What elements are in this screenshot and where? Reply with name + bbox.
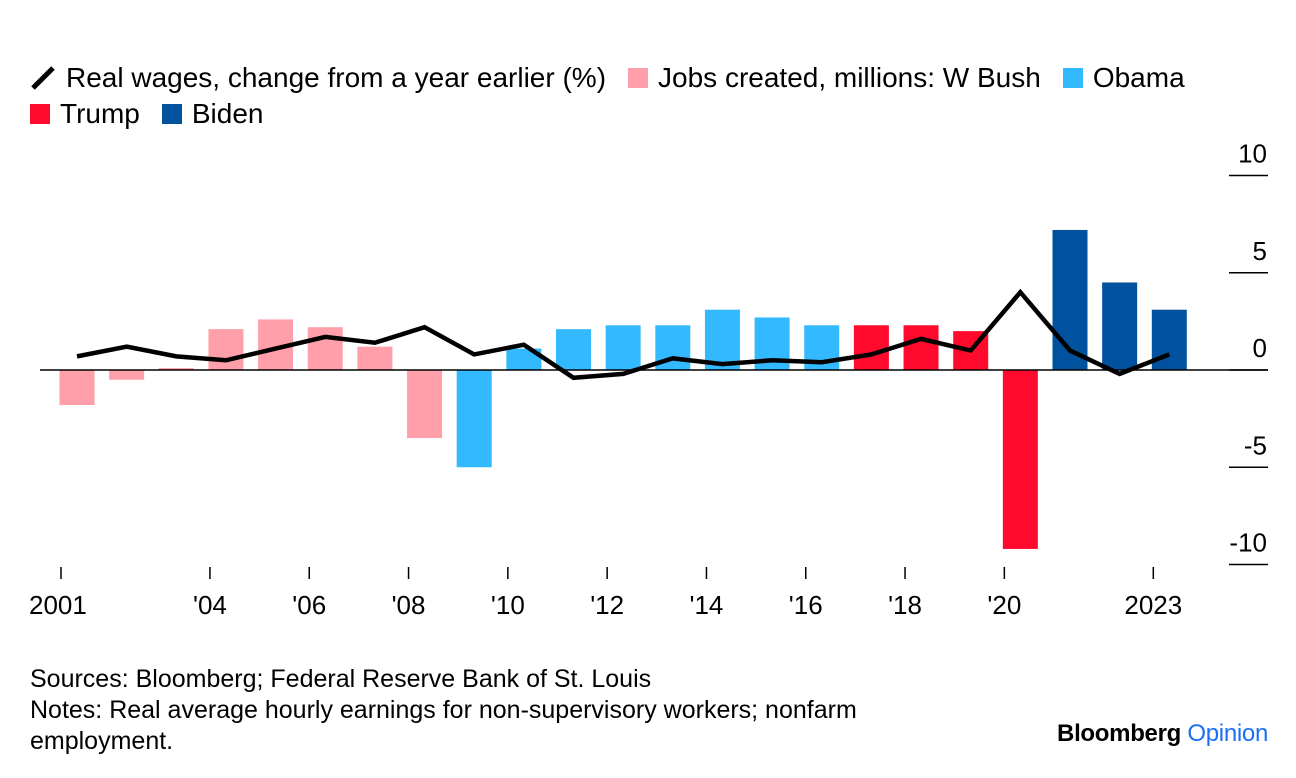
x-tick-label: '18 <box>888 590 922 620</box>
brand-logo: Bloomberg Opinion <box>1057 720 1268 748</box>
y-tick-label: 5 <box>1253 236 1267 266</box>
bar-2009 <box>456 370 492 468</box>
legend-label-bush: Jobs created, millions: W Bush <box>658 62 1041 93</box>
bar-2021 <box>1052 229 1088 370</box>
bar-2014 <box>704 309 740 370</box>
bar-2018 <box>903 325 939 370</box>
bar-2004 <box>208 329 244 370</box>
x-tick-label: 2023 <box>1124 590 1182 620</box>
legend-label-obama: Obama <box>1092 62 1185 93</box>
y-tick-label: -5 <box>1244 430 1267 460</box>
legend-item-trump: Trump <box>30 96 140 132</box>
x-tick-label: '10 <box>491 590 525 620</box>
legend-item-real-wages: Real wages, change from a year earlier (… <box>30 60 606 96</box>
legend-label-real-wages: Real wages, change from a year earlier (… <box>66 62 607 93</box>
legend-label-biden: Biden <box>191 98 264 129</box>
sources-text: Sources: Bloomberg; Federal Reserve Bank… <box>30 665 652 693</box>
bar-2008 <box>407 370 443 439</box>
y-tick-label: -10 <box>1229 528 1267 558</box>
bar-2003 <box>158 368 194 370</box>
notes-text: Notes: Real average hourly earnings for … <box>30 696 857 755</box>
bar-2012 <box>605 325 641 370</box>
legend-label-trump: Trump <box>60 98 140 129</box>
bar-2002 <box>109 370 145 380</box>
bar-2010 <box>506 348 542 370</box>
bush-swatch-icon <box>628 68 649 88</box>
bar-2020 <box>1002 370 1038 549</box>
x-tick-label: '14 <box>690 590 724 620</box>
brand-logo-part1: Bloomberg <box>1057 720 1181 747</box>
x-tick-label: 2001 <box>29 590 87 620</box>
legend-item-biden: Biden <box>161 96 264 132</box>
brand-logo-part2: Opinion <box>1187 720 1268 747</box>
x-tick-label: '12 <box>590 590 624 620</box>
legend-item-obama: Obama <box>1062 60 1185 96</box>
line-swatch-icon <box>31 66 55 90</box>
biden-swatch-icon <box>161 104 182 124</box>
bar-2006 <box>307 327 343 370</box>
y-tick-label: 10 <box>1238 139 1267 169</box>
x-tick-label: '16 <box>789 590 823 620</box>
real-wages-line <box>76 288 1171 381</box>
y-tick-label: 0 <box>1253 333 1267 363</box>
chart-footer: Sources: Bloomberg; Federal Reserve Bank… <box>30 664 970 757</box>
bar-2022 <box>1102 282 1138 370</box>
bar-2007 <box>357 346 393 370</box>
legend-item-bush: Jobs created, millions: W Bush <box>628 60 1041 96</box>
bar-2001 <box>59 370 95 406</box>
x-tick-label: '20 <box>987 590 1021 620</box>
legend-row-1: Real wages, change from a year earlier (… <box>30 60 1270 96</box>
x-tick-label: '06 <box>292 590 326 620</box>
legend-row-2: Trump Biden <box>30 96 1270 132</box>
bar-2017 <box>853 325 889 370</box>
chart-legend: Real wages, change from a year earlier (… <box>30 60 1270 132</box>
obama-swatch-icon <box>1062 68 1083 88</box>
x-tick-label: '08 <box>392 590 426 620</box>
bar-2011 <box>556 329 591 370</box>
x-tick-label: '04 <box>193 590 227 620</box>
trump-swatch-icon <box>30 104 50 124</box>
